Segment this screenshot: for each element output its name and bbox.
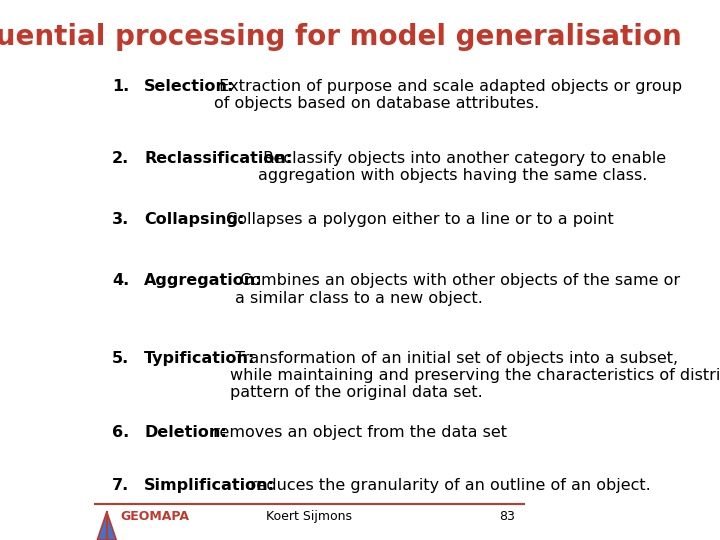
Text: Combines an objects with other objects of the same or
a similar class to a new o: Combines an objects with other objects o… [235,273,680,306]
Text: reduces the granularity of an outline of an object.: reduces the granularity of an outline of… [245,478,651,494]
Text: Reclassification:: Reclassification: [144,151,292,166]
Polygon shape [97,512,116,540]
Text: Aggregation:: Aggregation: [144,273,263,288]
Text: Reclassify objects into another category to enable
aggregation with objects havi: Reclassify objects into another category… [258,151,666,183]
Text: 3.: 3. [112,212,129,227]
Text: GEOMAPA: GEOMAPA [120,510,189,523]
Text: 5.: 5. [112,350,129,366]
Text: 7.: 7. [112,478,129,494]
Text: 83: 83 [500,510,516,523]
Text: Selection:: Selection: [144,79,235,93]
Text: Collapsing:: Collapsing: [144,212,245,227]
Text: Extraction of purpose and scale adapted objects or group
of objects based on dat: Extraction of purpose and scale adapted … [214,79,682,111]
Text: removes an object from the data set: removes an object from the data set [208,425,507,440]
Text: 4.: 4. [112,273,129,288]
Text: 1.: 1. [112,79,129,93]
Text: Collapses a polygon either to a line or to a point: Collapses a polygon either to a line or … [221,212,614,227]
Text: 6.: 6. [112,425,129,440]
Text: Deletion:: Deletion: [144,425,227,440]
Text: Typification:: Typification: [144,350,256,366]
Text: Simplification:: Simplification: [144,478,275,494]
Text: 2.: 2. [112,151,129,166]
Text: Sequential processing for model generalisation: Sequential processing for model generali… [0,23,682,51]
Text: Transformation of an initial set of objects into a subset,
while maintaining and: Transformation of an initial set of obje… [230,350,720,400]
Text: Koert Sijmons: Koert Sijmons [266,510,352,523]
